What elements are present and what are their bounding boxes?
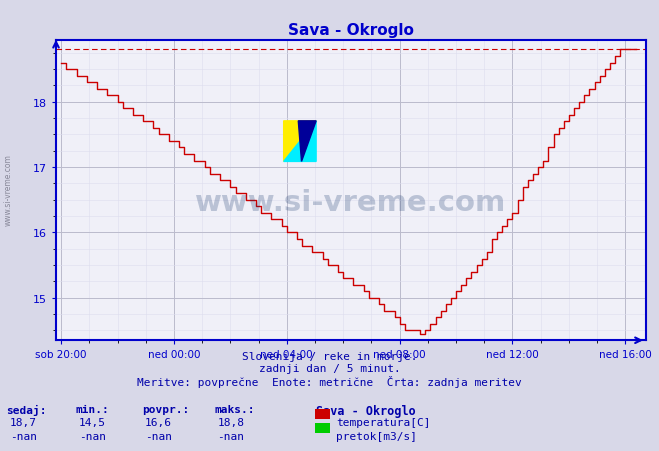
- Text: -nan: -nan: [10, 431, 37, 441]
- Polygon shape: [299, 122, 316, 162]
- Text: Sava - Okroglo: Sava - Okroglo: [316, 404, 416, 417]
- Text: zadnji dan / 5 minut.: zadnji dan / 5 minut.: [258, 363, 401, 373]
- Text: Slovenija / reke in morje.: Slovenija / reke in morje.: [242, 351, 417, 361]
- Text: povpr.:: povpr.:: [142, 404, 189, 414]
- Text: -nan: -nan: [217, 431, 244, 441]
- Text: maks.:: maks.:: [214, 404, 254, 414]
- Text: 14,5: 14,5: [79, 417, 106, 427]
- Text: www.si-vreme.com: www.si-vreme.com: [195, 189, 507, 216]
- Text: Meritve: povprečne  Enote: metrične  Črta: zadnja meritev: Meritve: povprečne Enote: metrične Črta:…: [137, 375, 522, 387]
- Title: Sava - Okroglo: Sava - Okroglo: [288, 23, 414, 38]
- Text: 18,8: 18,8: [217, 417, 244, 427]
- Polygon shape: [283, 122, 316, 162]
- Text: www.si-vreme.com: www.si-vreme.com: [3, 153, 13, 226]
- Text: 16,6: 16,6: [145, 417, 172, 427]
- Text: temperatura[C]: temperatura[C]: [336, 417, 430, 427]
- Text: -nan: -nan: [79, 431, 106, 441]
- Text: pretok[m3/s]: pretok[m3/s]: [336, 431, 417, 441]
- Text: 18,7: 18,7: [10, 417, 37, 427]
- Text: -nan: -nan: [145, 431, 172, 441]
- Polygon shape: [283, 122, 316, 162]
- Text: min.:: min.:: [76, 404, 109, 414]
- Text: sedaj:: sedaj:: [7, 404, 47, 414]
